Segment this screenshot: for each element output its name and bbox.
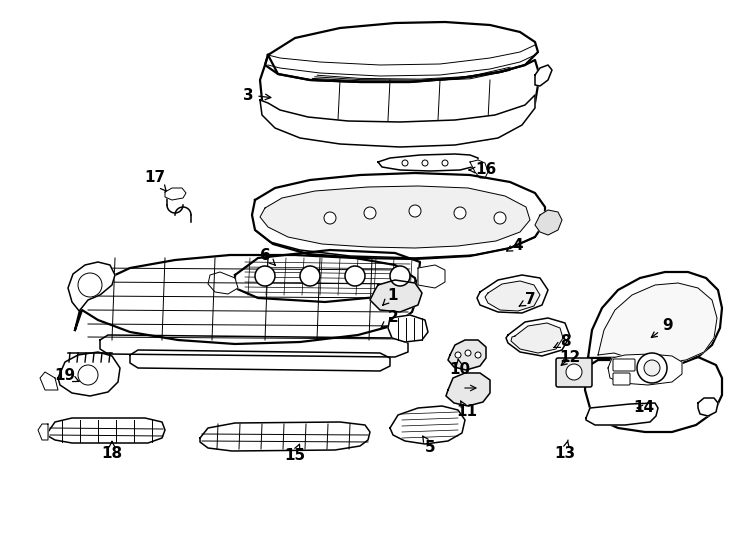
Text: 1: 1 [382,287,399,305]
Polygon shape [235,250,420,302]
Polygon shape [200,422,370,451]
Circle shape [454,207,466,219]
Polygon shape [260,186,530,248]
Circle shape [300,266,320,286]
Polygon shape [100,335,408,357]
Polygon shape [40,372,58,390]
Polygon shape [485,281,540,311]
Text: 10: 10 [449,359,470,377]
Circle shape [364,207,376,219]
Polygon shape [698,398,718,416]
Circle shape [455,352,461,358]
Polygon shape [388,315,428,342]
Text: 6: 6 [260,247,275,265]
Circle shape [409,205,421,217]
Polygon shape [68,262,115,312]
Text: 3: 3 [243,87,271,103]
Circle shape [422,160,428,166]
Polygon shape [38,424,48,440]
Text: 17: 17 [145,171,166,191]
Polygon shape [446,373,490,406]
Circle shape [637,353,667,383]
Polygon shape [75,255,418,344]
Polygon shape [48,418,165,443]
Polygon shape [535,65,552,86]
Polygon shape [448,340,486,370]
Circle shape [442,160,448,166]
FancyBboxPatch shape [613,373,630,385]
Text: 14: 14 [633,401,655,415]
Polygon shape [477,275,548,313]
Polygon shape [378,154,478,171]
Polygon shape [511,323,563,353]
Polygon shape [260,55,538,143]
Text: 11: 11 [457,401,478,420]
Polygon shape [535,210,562,235]
Polygon shape [370,280,422,312]
Text: 7: 7 [519,293,535,307]
Text: 13: 13 [554,440,575,461]
Circle shape [324,212,336,224]
Text: 12: 12 [559,350,581,366]
Polygon shape [608,354,682,385]
Circle shape [78,365,98,385]
Polygon shape [130,350,390,371]
Text: 19: 19 [54,368,79,382]
Polygon shape [58,352,120,396]
FancyBboxPatch shape [613,359,635,371]
Circle shape [465,350,471,356]
Polygon shape [586,403,658,425]
Text: 9: 9 [651,318,673,338]
Polygon shape [418,265,445,288]
Circle shape [390,266,410,286]
Text: 2: 2 [381,310,399,327]
Text: 8: 8 [554,334,570,349]
Circle shape [566,364,582,380]
Circle shape [494,212,506,224]
Polygon shape [208,272,238,294]
Text: 18: 18 [101,441,123,461]
Circle shape [78,273,102,297]
Text: 16: 16 [469,163,497,178]
Polygon shape [260,95,535,147]
Polygon shape [265,22,538,82]
Polygon shape [470,160,488,178]
Polygon shape [585,272,722,432]
Circle shape [255,266,275,286]
Circle shape [345,266,365,286]
FancyBboxPatch shape [556,358,592,387]
Circle shape [475,352,481,358]
Text: 4: 4 [506,238,523,253]
Polygon shape [165,188,186,200]
Text: 15: 15 [285,444,305,462]
Text: 5: 5 [423,436,435,455]
Polygon shape [506,318,570,356]
Polygon shape [598,283,717,363]
Polygon shape [390,406,465,444]
Polygon shape [252,173,545,259]
Circle shape [644,360,660,376]
Circle shape [402,160,408,166]
